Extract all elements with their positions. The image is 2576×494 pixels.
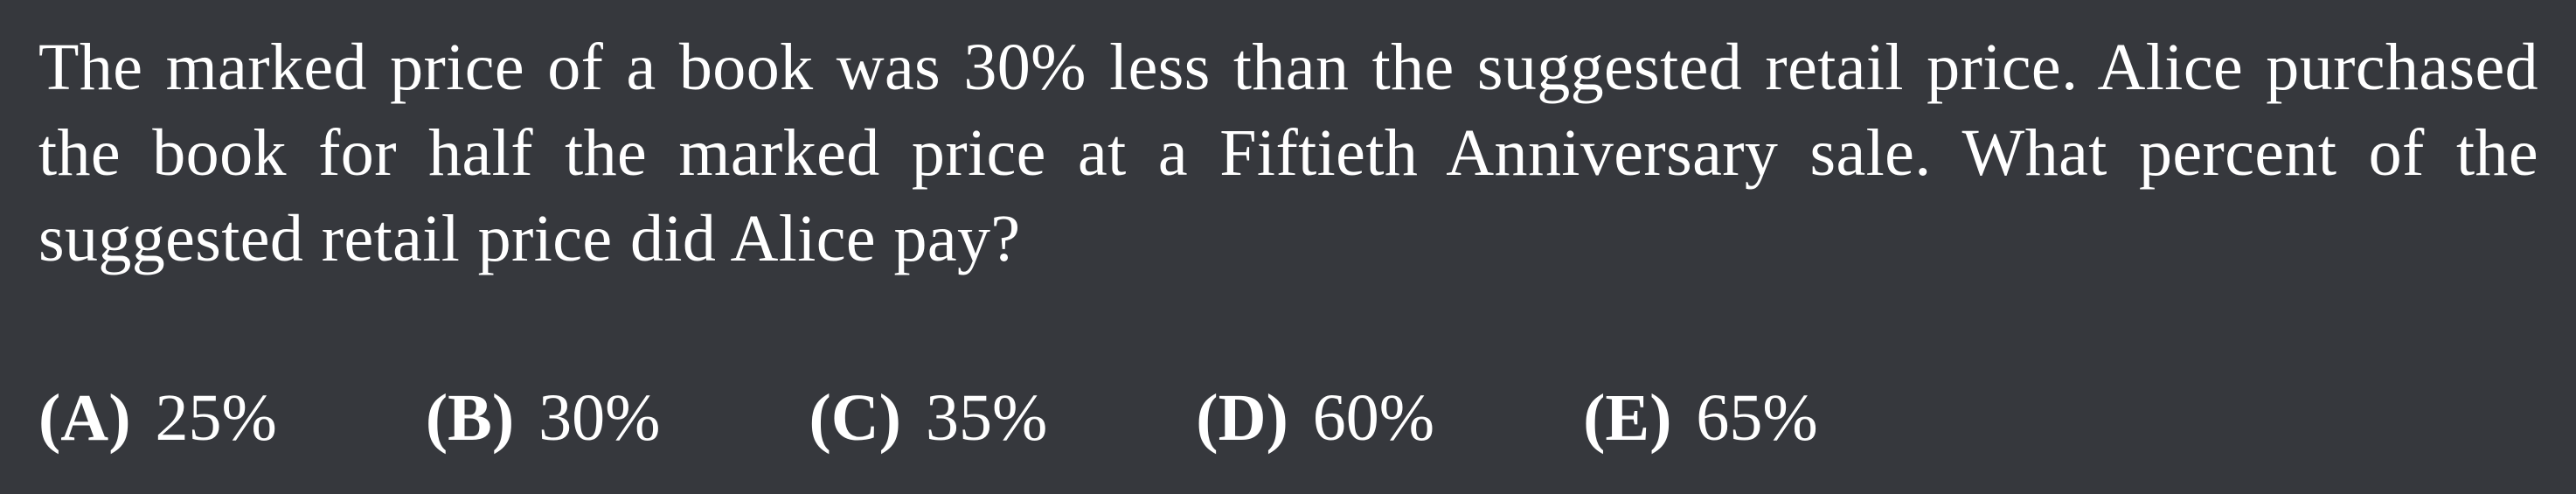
choice-c-letter: (C) bbox=[809, 381, 901, 455]
choice-a-letter: (A) bbox=[38, 381, 131, 455]
answer-choices: (A) 25% (B) 30% (C) 35% (D) 60% (E) 65% bbox=[38, 374, 1818, 462]
choice-d-letter: (D) bbox=[1196, 381, 1288, 455]
choice-b-letter: (B) bbox=[425, 381, 515, 455]
choice-a: (A) 25% bbox=[38, 374, 277, 462]
choice-b: (B) 30% bbox=[426, 374, 661, 462]
choice-e: (E) 65% bbox=[1583, 374, 1818, 462]
choice-a-value: 25% bbox=[155, 381, 277, 455]
choice-e-letter: (E) bbox=[1583, 381, 1672, 455]
choice-d: (D) 60% bbox=[1196, 374, 1434, 462]
choice-b-value: 30% bbox=[538, 381, 661, 455]
problem-statement: The marked price of a book was 30% less … bbox=[38, 31, 2538, 275]
choice-e-value: 65% bbox=[1696, 381, 1818, 455]
choice-c: (C) 35% bbox=[809, 374, 1047, 462]
choice-d-value: 60% bbox=[1312, 381, 1435, 455]
choice-c-value: 35% bbox=[925, 381, 1048, 455]
